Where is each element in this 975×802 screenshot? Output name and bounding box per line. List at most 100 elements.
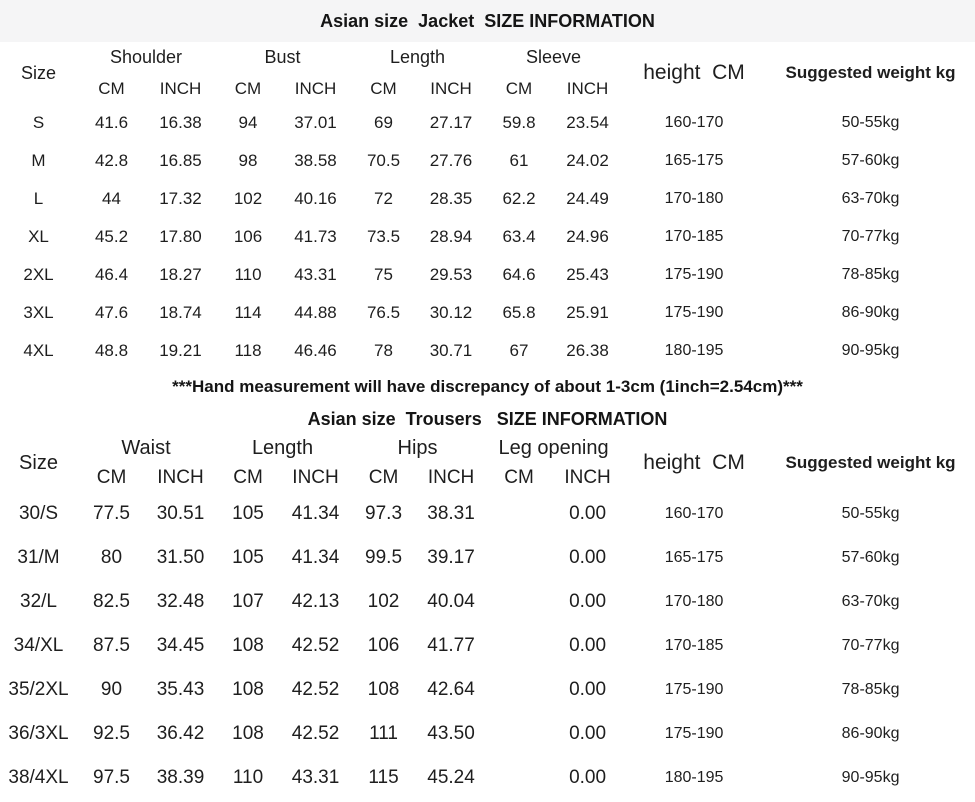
table-cell: 27.17 (429, 113, 473, 132)
table-cell: 42.52 (291, 723, 340, 744)
height-cell: 165-175 (664, 549, 724, 566)
table-cell: 42.8 (94, 151, 129, 170)
table-cell: 46.4 (94, 265, 129, 284)
table-cell: 115 (368, 767, 399, 788)
table-cell: 62.2 (502, 189, 536, 208)
table-row: XL 45.2 17.80 106 41.73 73.5 28.94 63.4 … (0, 218, 975, 256)
table-cell: 42.64 (427, 679, 475, 700)
table-cell: 118 (234, 341, 262, 360)
trousers-header-length: Length (251, 437, 314, 459)
trousers-header-hips: Hips (397, 437, 438, 459)
table-row: 2XL 46.4 18.27 110 43.31 75 29.53 64.6 2… (0, 256, 975, 294)
trousers-header-group-row: Size Waist Length Hips Leg opening heigh… (0, 434, 975, 474)
table-cell: 73.5 (366, 227, 401, 246)
table-cell: 99.5 (365, 547, 403, 568)
measurement-note: ***Hand measurement will have discrepanc… (172, 377, 803, 396)
table-cell: 75 (374, 265, 393, 284)
unit-label-cm: CM (98, 78, 125, 98)
trousers-size-table: Size Waist Length Hips Leg opening heigh… (0, 434, 975, 800)
table-cell: 31.50 (156, 547, 205, 568)
unit-label-cm: CM (505, 78, 533, 98)
unit-label-cm: CM (368, 466, 399, 488)
table-cell: 108 (367, 679, 400, 700)
table-cell: 0.00 (569, 547, 607, 568)
table-cell: 77.5 (93, 503, 130, 524)
table-row: L 44 17.32 102 40.16 72 28.35 62.2 24.49… (0, 180, 975, 218)
height-cell: 175-190 (664, 725, 724, 742)
table-cell: 0.00 (569, 679, 607, 700)
height-cell: 170-180 (664, 593, 724, 610)
jacket-header-group-row: Size Shoulder Bust Length Sleeve height … (0, 42, 975, 84)
table-cell: 106 (367, 635, 400, 656)
table-cell: 90 (100, 679, 123, 700)
trousers-title-bar: Asian size Trousers SIZE INFORMATION (0, 404, 975, 434)
height-cell: 180-195 (664, 342, 724, 359)
jacket-header-size: Size (20, 62, 56, 83)
table-cell: 25.91 (566, 303, 609, 322)
table-cell: 0.00 (569, 767, 607, 788)
height-cell: 175-190 (664, 681, 724, 698)
table-cell: 43.31 (291, 767, 340, 788)
table-cell: 36.42 (156, 723, 205, 744)
unit-label-inch: INCH (294, 78, 337, 98)
table-cell (485, 624, 553, 668)
table-cell: 25.43 (566, 265, 609, 284)
unit-label-cm: CM (504, 466, 534, 488)
table-cell (485, 580, 553, 624)
table-cell: 44.88 (294, 303, 337, 322)
unit-label-inch: INCH (427, 466, 475, 488)
size-cell: 2XL (23, 265, 54, 284)
table-cell: 35.43 (156, 679, 205, 700)
weight-cell: 57-60kg (841, 549, 900, 566)
table-cell: 19.21 (159, 341, 202, 360)
table-cell: 34.45 (156, 635, 205, 656)
table-row: 31/M 80 31.50 105 41.34 99.5 39.17 0.00 … (0, 536, 975, 580)
table-cell: 48.8 (94, 341, 129, 360)
table-cell: 46.46 (294, 341, 337, 360)
table-cell: 106 (233, 227, 263, 246)
table-cell: 16.38 (159, 113, 202, 132)
table-cell: 80 (100, 547, 123, 568)
jacket-header-sleeve: Sleeve (525, 47, 582, 67)
table-row: 34/XL 87.5 34.45 108 42.52 106 41.77 0.0… (0, 624, 975, 668)
height-cell: 170-185 (664, 228, 724, 245)
trousers-header-height: height CM (643, 451, 745, 474)
table-cell: 41.77 (427, 635, 475, 656)
table-cell: 92.5 (93, 723, 130, 744)
table-cell: 102 (233, 189, 263, 208)
unit-label-cm: CM (233, 466, 263, 488)
table-cell: 32.48 (156, 591, 205, 612)
jacket-header-weight: Suggested weight kg (785, 63, 956, 82)
size-cell: 4XL (23, 341, 54, 360)
jacket-header-shoulder: Shoulder (109, 47, 183, 67)
jacket-table-title: Asian size Jacket SIZE INFORMATION (320, 10, 655, 31)
table-cell: 26.38 (566, 341, 609, 360)
table-cell: 45.24 (427, 767, 475, 788)
size-cell: 36/3XL (8, 723, 69, 744)
table-cell: 78 (374, 341, 393, 360)
unit-label-inch: INCH (430, 78, 472, 98)
weight-cell: 50-55kg (841, 114, 900, 131)
table-cell: 97.3 (365, 503, 403, 524)
table-cell: 110 (232, 767, 264, 788)
unit-label-cm: CM (96, 466, 127, 488)
table-cell: 67 (509, 341, 529, 360)
table-cell: 69 (374, 113, 393, 132)
table-cell: 59.8 (502, 113, 536, 132)
table-cell: 38.31 (427, 503, 475, 524)
trousers-header-size: Size (19, 451, 58, 474)
table-cell: 28.94 (429, 227, 473, 246)
table-row: 35/2XL 90 35.43 108 42.52 108 42.64 0.00… (0, 668, 975, 712)
size-cell: M (31, 151, 46, 170)
size-cell: 34/XL (13, 635, 64, 656)
table-cell (485, 712, 553, 756)
table-cell: 105 (232, 547, 264, 568)
weight-cell: 70-77kg (841, 637, 900, 654)
table-cell: 47.6 (94, 303, 129, 322)
table-cell: 65.8 (502, 303, 536, 322)
table-cell: 40.16 (294, 189, 337, 208)
table-row: M 42.8 16.85 98 38.58 70.5 27.76 61 24.0… (0, 142, 975, 180)
jacket-header-length: Length (389, 47, 446, 67)
table-cell: 24.49 (566, 189, 609, 208)
weight-cell: 86-90kg (841, 304, 900, 321)
